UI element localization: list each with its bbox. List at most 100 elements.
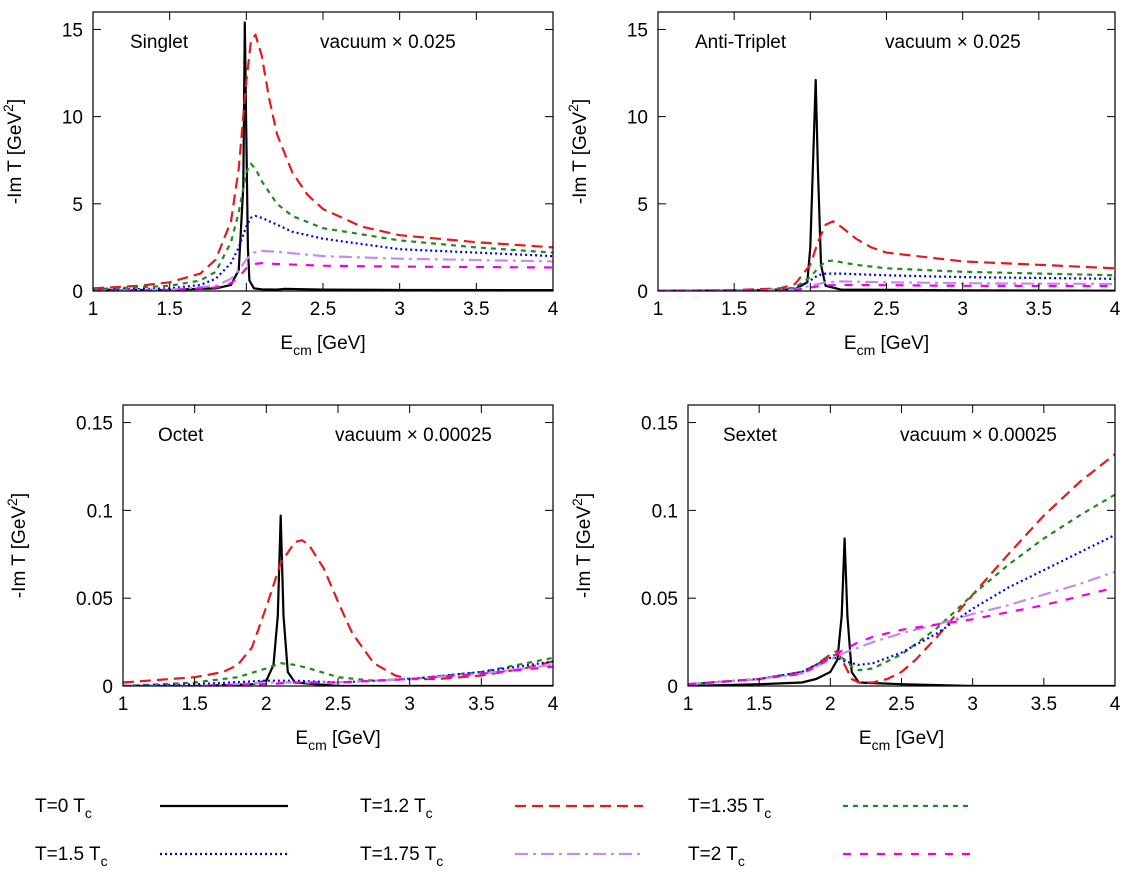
x-tick-label: 1.5 <box>156 299 182 320</box>
y-tick-label: 5 <box>637 195 648 216</box>
series-line-T0 <box>688 537 1115 686</box>
y-tick-label: 0.1 <box>87 501 113 522</box>
vacuum-scale-annotation: vacuum × 0.00025 <box>335 425 492 446</box>
series-line-T15 <box>688 534 1115 686</box>
series-line-T12 <box>123 539 553 684</box>
x-tick-label: 2 <box>261 694 272 715</box>
y-tick-label: 0 <box>637 282 648 303</box>
curves <box>688 453 1115 686</box>
series-line-T2 <box>123 665 553 686</box>
x-axis-label: Ecm [GeV] <box>295 728 380 753</box>
x-tick-label: 3 <box>394 299 405 320</box>
y-tick-label: 0 <box>667 677 678 698</box>
legend-entry-T15: T=1.5 Tc <box>35 844 288 869</box>
legend-label: T=2 Tc <box>688 844 745 869</box>
legend-label: T=1.35 Tc <box>688 796 771 821</box>
panel-title: Anti-Triplet <box>695 32 787 53</box>
vacuum-scale-annotation: vacuum × 0.025 <box>320 32 456 53</box>
y-axis-label: -Im T [GeV2] <box>4 493 30 598</box>
y-tick-label: 0.1 <box>652 501 678 522</box>
y-tick-label: 0.05 <box>641 589 678 610</box>
y-tick-label: 15 <box>627 20 648 41</box>
y-axis-label: -Im T [GeV2] <box>569 493 595 598</box>
series-line-T12 <box>658 220 1115 291</box>
series-line-T15 <box>123 660 553 686</box>
curves <box>123 514 553 686</box>
plot-frame <box>122 404 554 687</box>
series-line-T12 <box>93 33 553 290</box>
y-tick-label: 0 <box>102 677 113 698</box>
x-tick-label: 2.5 <box>873 299 899 320</box>
y-tick-label: 0.15 <box>641 414 678 435</box>
y-tick-label: 10 <box>627 108 648 129</box>
x-tick-label: 2.5 <box>310 299 336 320</box>
x-tick-label: 3 <box>967 694 978 715</box>
plot-frame <box>92 11 554 292</box>
legend-entry-T0: T=0 Tc <box>35 796 288 821</box>
y-tick-label: 15 <box>62 20 83 41</box>
legend-entry-T2: T=2 Tc <box>688 844 971 869</box>
panel-title: Singlet <box>130 32 189 53</box>
x-tick-label: 3.5 <box>1026 299 1052 320</box>
y-tick-label: 10 <box>62 108 83 129</box>
legend: T=0 Tc T=1.2 Tc T=1.35 Tc T=1.5 Tc T=1.75 Tc… <box>35 796 971 869</box>
series-line-T135 <box>93 162 553 291</box>
series-line-T12 <box>688 453 1115 686</box>
panel-octet: 1 1.5 2 2.5 3 3.5 4 0 0.05 0.1 0.15 Ecm [GeV] -Im T … <box>4 404 559 753</box>
vacuum-scale-annotation: vacuum × 0.025 <box>885 32 1021 53</box>
panel-title: Sextet <box>723 425 778 446</box>
vacuum-scale-annotation: vacuum × 0.00025 <box>900 425 1057 446</box>
legend-label: T=1.2 Tc <box>360 796 433 821</box>
y-axis-label: -Im T [GeV2] <box>565 99 591 204</box>
x-tick-label: 2 <box>825 694 836 715</box>
legend-entry-T135: T=1.35 Tc <box>688 796 971 821</box>
x-tick-label: 4 <box>548 694 559 715</box>
series-line-T15 <box>93 214 553 291</box>
series-line-T2 <box>688 586 1115 686</box>
panel-sextet: 1 1.5 2 2.5 3 3.5 4 0 0.05 0.1 0.15 Ecm [GeV] -Im T … <box>569 404 1121 753</box>
x-tick-label: 1 <box>88 299 99 320</box>
legend-entry-T175: T=1.75 Tc <box>360 844 643 869</box>
x-tick-label: 1 <box>653 299 664 320</box>
series-line-T0 <box>93 21 553 291</box>
x-tick-label: 1.5 <box>746 694 772 715</box>
x-tick-label: 3.5 <box>468 694 494 715</box>
x-tick-label: 1.5 <box>721 299 747 320</box>
series-line-T175 <box>688 570 1115 686</box>
plot-frame <box>687 404 1116 687</box>
series-line-T2 <box>658 283 1115 291</box>
series-line-T0 <box>123 514 553 686</box>
x-tick-label: 2 <box>241 299 252 320</box>
y-tick-label: 0.15 <box>76 414 113 435</box>
x-tick-label: 1 <box>683 694 694 715</box>
panel-singlet: 1 1.5 2 2.5 3 3.5 4 0 5 10 15 Ecm [GeV] -Im T [GeV2]… <box>0 11 559 358</box>
series-line-T135 <box>688 493 1115 686</box>
x-tick-label: 4 <box>548 299 559 320</box>
x-axis-label: Ecm [GeV] <box>859 728 944 753</box>
x-axis-label: Ecm [GeV] <box>280 333 365 358</box>
x-tick-label: 4 <box>1110 694 1121 715</box>
y-axis-label: -Im T [GeV2] <box>0 99 26 204</box>
legend-label: T=1.75 Tc <box>360 844 443 869</box>
legend-entry-T12: T=1.2 Tc <box>360 796 643 821</box>
x-tick-label: 3 <box>957 299 968 320</box>
x-tick-label: 2 <box>805 299 816 320</box>
series-line-T0 <box>658 78 1115 291</box>
y-tick-label: 5 <box>72 195 83 216</box>
x-tick-label: 3.5 <box>1031 694 1057 715</box>
curves <box>658 78 1115 291</box>
x-tick-label: 2.5 <box>325 694 351 715</box>
panel-anti-triplet: 1 1.5 2 2.5 3 3.5 4 0 5 10 15 Ecm [GeV] -Im T [GeV2]… <box>565 11 1121 358</box>
x-tick-label: 3 <box>404 694 415 715</box>
x-tick-label: 4 <box>1110 299 1121 320</box>
plot-frame <box>657 11 1116 292</box>
y-tick-label: 0.05 <box>76 589 113 610</box>
x-tick-label: 1 <box>118 694 129 715</box>
y-tick-label: 0 <box>72 282 83 303</box>
panel-title: Octet <box>158 425 204 446</box>
series-line-T175 <box>93 249 553 291</box>
x-tick-label: 1.5 <box>181 694 207 715</box>
curves <box>93 21 553 291</box>
legend-label: T=1.5 Tc <box>35 844 108 869</box>
